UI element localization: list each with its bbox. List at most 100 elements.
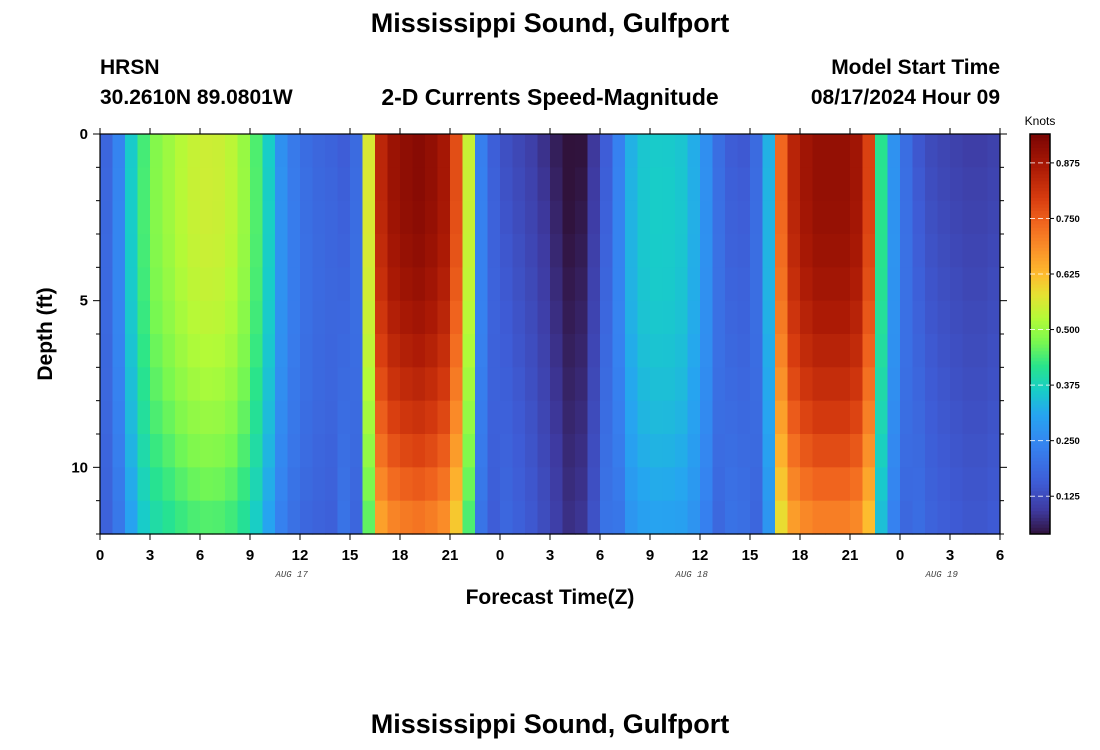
colorbar-segment — [1030, 497, 1050, 502]
heatmap-cell — [912, 267, 926, 302]
heatmap-cell — [687, 200, 701, 235]
heatmap-cell — [675, 400, 689, 435]
colorbar-segment — [1030, 280, 1050, 285]
heatmap-cell — [500, 267, 514, 302]
heatmap-cell — [150, 500, 164, 535]
heatmap-cell — [687, 400, 701, 435]
heatmap-cell — [762, 400, 776, 435]
heatmap-cell — [375, 300, 389, 335]
heatmap-cell — [712, 267, 726, 302]
heatmap-cell — [912, 400, 926, 435]
heatmap-cell — [412, 267, 426, 302]
heatmap-cell — [212, 200, 226, 235]
heatmap-cell — [275, 200, 289, 235]
colorbar-segment — [1030, 237, 1050, 242]
heatmap-cell — [987, 300, 1001, 335]
heatmap-cell — [612, 434, 626, 468]
x-tick-label: 9 — [246, 547, 254, 564]
heatmap-cell — [425, 200, 439, 235]
colorbar-segment — [1030, 387, 1050, 392]
heatmap-cell — [562, 300, 576, 335]
heatmap-cell — [387, 200, 401, 235]
heatmap-cell — [162, 334, 176, 368]
heatmap-cell — [850, 167, 864, 202]
colorbar-segment — [1030, 524, 1050, 528]
heatmap-cell — [125, 467, 139, 502]
heatmap-cell — [900, 367, 914, 402]
heatmap-cell — [825, 167, 839, 202]
colorbar-segment — [1030, 180, 1050, 185]
heatmap-cell — [537, 167, 551, 202]
heatmap-cell — [250, 467, 264, 502]
colorbar-segment — [1030, 264, 1050, 268]
heatmap-cell — [650, 500, 664, 535]
heatmap-cell — [975, 400, 989, 435]
heatmap-cell — [650, 234, 664, 268]
heatmap-cell — [862, 400, 876, 435]
heatmap-cell — [825, 367, 839, 402]
heatmap-cell — [400, 467, 414, 502]
heatmap-cell — [187, 367, 201, 402]
heatmap-cell — [825, 500, 839, 535]
heatmap-cell — [650, 434, 664, 468]
heatmap-cell — [400, 234, 414, 268]
heatmap-cell — [862, 367, 876, 402]
heatmap-cell — [987, 167, 1001, 202]
colorbar-segment — [1030, 207, 1050, 212]
heatmap-cell — [487, 400, 501, 435]
heatmap-cell — [112, 134, 126, 168]
colorbar-segment — [1030, 500, 1050, 505]
heatmap-cell — [175, 400, 189, 435]
heatmap-cell — [237, 367, 251, 402]
x-tick-label: 12 — [292, 547, 309, 564]
colorbar-segment — [1030, 454, 1050, 458]
colorbar-segment — [1030, 434, 1050, 438]
colorbar-segment — [1030, 277, 1050, 282]
heatmap-cell — [212, 300, 226, 335]
x-tick-label: 0 — [96, 547, 104, 564]
heatmap-cell — [112, 500, 126, 535]
heatmap-cell — [837, 367, 851, 402]
heatmap-cell — [150, 267, 164, 302]
heatmap-cell — [525, 200, 539, 235]
heatmap-cell — [237, 434, 251, 468]
heatmap-cell — [462, 267, 476, 302]
colorbar-segment — [1030, 394, 1050, 398]
heatmap-cell — [762, 434, 776, 468]
heatmap-cell — [437, 367, 451, 402]
heatmap-cell — [700, 134, 714, 168]
heatmap-cell — [325, 500, 339, 535]
x-tick-label: 18 — [792, 547, 809, 564]
heatmap-cell — [462, 200, 476, 235]
heatmap-cell — [237, 300, 251, 335]
colorbar-segment — [1030, 320, 1050, 325]
heatmap-cell — [625, 500, 639, 535]
heatmap-cell — [150, 434, 164, 468]
heatmap-cell — [650, 134, 664, 168]
station-code: HRSN — [100, 56, 160, 79]
heatmap-cell — [725, 500, 739, 535]
heatmap-cell — [237, 167, 251, 202]
heatmap-cell — [350, 500, 364, 535]
heatmap-cell — [637, 167, 651, 202]
heatmap-cell — [600, 300, 614, 335]
colorbar-segment — [1030, 224, 1050, 228]
heatmap-cell — [637, 434, 651, 468]
heatmap-cell — [875, 200, 889, 235]
colorbar-segment — [1030, 374, 1050, 378]
heatmap-cell — [925, 500, 939, 535]
heatmap-cell — [325, 134, 339, 168]
heatmap-cell — [725, 134, 739, 168]
heatmap-cell — [262, 167, 276, 202]
heatmap-cell — [612, 200, 626, 235]
heatmap-cell — [237, 234, 251, 268]
heatmap-cell — [387, 300, 401, 335]
heatmap-cell — [650, 300, 664, 335]
heatmap-cell — [175, 167, 189, 202]
heatmap-cell — [662, 434, 676, 468]
heatmap-cell — [287, 134, 301, 168]
heatmap-cell — [675, 234, 689, 268]
heatmap-cell — [387, 500, 401, 535]
heatmap-cell — [150, 234, 164, 268]
heatmap-cell — [312, 300, 326, 335]
